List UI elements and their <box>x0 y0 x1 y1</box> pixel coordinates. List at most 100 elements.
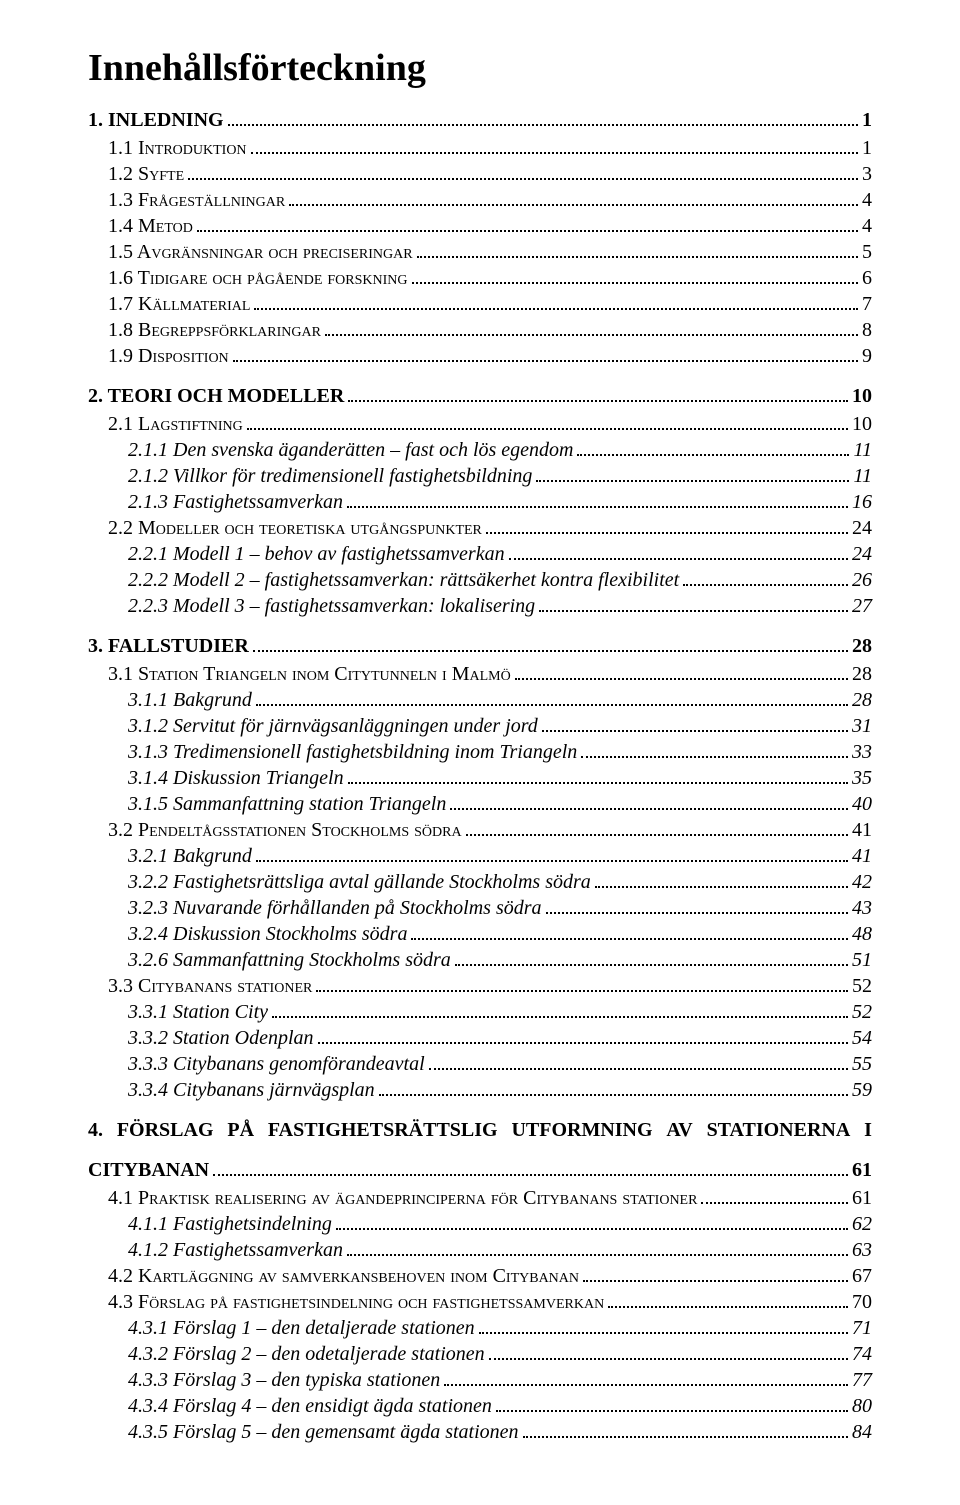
toc-leader <box>233 360 858 362</box>
toc-leader <box>542 730 848 732</box>
toc-entry-page: 59 <box>852 1077 872 1103</box>
toc-entry: 2.1.2 Villkor för tredimensionell fastig… <box>128 463 872 489</box>
toc-entry-page: 11 <box>853 437 872 463</box>
toc-entry-label: 3.3.1 Station City <box>128 999 268 1025</box>
toc-entry: 3.3.1 Station City52 <box>128 999 872 1025</box>
toc-entry: 3.1 Station Triangeln inom Citytunneln i… <box>108 661 872 687</box>
toc-entry-label: 2. TEORI OCH MODELLER <box>88 383 344 409</box>
toc-entry: 4.3.4 Förslag 4 – den ensidigt ägda stat… <box>128 1393 872 1419</box>
toc-entry-page: 11 <box>853 463 872 489</box>
toc-entry-label: 4.3.1 Förslag 1 – den detaljerade statio… <box>128 1315 475 1341</box>
toc-entry-page: 43 <box>852 895 872 921</box>
toc-entry-label: 3.3.2 Station Odenplan <box>128 1025 314 1051</box>
toc-entry-label: 1.8 Begreppsförklaringar <box>108 317 321 343</box>
toc-entry: 4.3 Förslag på fastighetsindelning och f… <box>108 1289 872 1315</box>
toc-entry-label: 2.2.3 Modell 3 – fastighetssamverkan: lo… <box>128 593 535 619</box>
toc-entry-page: 74 <box>852 1341 872 1367</box>
toc-entry-label: 2.2 Modeller och teoretiska utgångspunkt… <box>108 515 482 541</box>
toc-entry-label: 2.2.1 Modell 1 – behov av fastighetssamv… <box>128 541 505 567</box>
toc-entry-page: 7 <box>862 291 872 317</box>
toc-leader <box>701 1202 848 1204</box>
toc-entry-page: 42 <box>852 869 872 895</box>
toc-entry-label: 4.3.4 Förslag 4 – den ensidigt ägda stat… <box>128 1393 492 1419</box>
toc-entry-page: 10 <box>852 411 872 437</box>
toc-entry: 4.3.5 Förslag 5 – den gemensamt ägda sta… <box>128 1419 872 1445</box>
toc-leader <box>228 124 858 126</box>
toc-entry: 3.3.4 Citybanans järnvägsplan59 <box>128 1077 872 1103</box>
toc-leader <box>347 1254 848 1256</box>
toc-entry-page: 16 <box>852 489 872 515</box>
toc-entry: 2.2 Modeller och teoretiska utgångspunkt… <box>108 515 872 541</box>
toc-entry-label: 3.2.2 Fastighetsrättsliga avtal gällande… <box>128 869 591 895</box>
toc-leader <box>450 808 848 810</box>
toc-entry-label: 2.1.1 Den svenska äganderätten – fast oc… <box>128 437 573 463</box>
toc-leader <box>256 860 848 862</box>
toc-entry-page: 61 <box>852 1185 872 1211</box>
toc-leader <box>539 610 848 612</box>
toc-entry: 3.3.3 Citybanans genomförandeavtal55 <box>128 1051 872 1077</box>
toc-entry-page: 41 <box>852 843 872 869</box>
toc-entry-page: 28 <box>852 633 872 659</box>
toc-leader <box>444 1384 848 1386</box>
toc-entry-label: 3.1.5 Sammanfattning station Triangeln <box>128 791 446 817</box>
toc-entry-page: 52 <box>852 973 872 999</box>
toc-entry-page: 40 <box>852 791 872 817</box>
toc-entry-label: 1.1 Introduktion <box>108 135 247 161</box>
toc-entry: CITYBANAN61 <box>88 1157 872 1183</box>
toc-leader <box>347 506 848 508</box>
toc-leader <box>316 990 848 992</box>
toc-leader <box>536 480 849 482</box>
toc-leader <box>412 282 858 284</box>
toc-entry-label: 3.2.3 Nuvarande förhållanden på Stockhol… <box>128 895 542 921</box>
toc-entry-page: 71 <box>852 1315 872 1341</box>
toc-leader <box>583 1280 848 1282</box>
toc-entry: 4.1.2 Fastighetssamverkan63 <box>128 1237 872 1263</box>
toc-leader <box>429 1068 848 1070</box>
toc-leader <box>272 1016 848 1018</box>
toc-leader <box>197 230 858 232</box>
toc-leader <box>325 334 858 336</box>
page-title: Innehållsförteckning <box>88 44 872 93</box>
toc-entry-page: 67 <box>852 1263 872 1289</box>
toc-entry: 2.1.3 Fastighetssamverkan16 <box>128 489 872 515</box>
toc-entry-page: 51 <box>852 947 872 973</box>
toc-entry-label: 1.9 Disposition <box>108 343 229 369</box>
toc-entry: 1.9 Disposition9 <box>108 343 872 369</box>
toc-leader <box>253 650 848 652</box>
toc-entry: 3.2 Pendeltågsstationen Stockholms södra… <box>108 817 872 843</box>
toc-leader <box>213 1174 848 1176</box>
toc-entry: 1.8 Begreppsförklaringar 8 <box>108 317 872 343</box>
toc-entry-page: 70 <box>852 1289 872 1315</box>
toc-entry-label: 3.2.4 Diskussion Stockholms södra <box>128 921 407 947</box>
toc-entry-label: 3.1.3 Tredimensionell fastighetsbildning… <box>128 739 577 765</box>
toc-leader <box>479 1332 848 1334</box>
toc-entry-label: 4.1 Praktisk realisering av ägandeprinci… <box>108 1185 697 1211</box>
toc-entry: 3. FALLSTUDIER28 <box>88 633 872 659</box>
toc-entry: 1.1 Introduktion1 <box>108 135 872 161</box>
toc-entry-label: 3.2.1 Bakgrund <box>128 843 252 869</box>
toc-leader <box>247 428 848 430</box>
toc-entry: 4.3.2 Förslag 2 – den odetaljerade stati… <box>128 1341 872 1367</box>
toc-entry-page: 84 <box>852 1419 872 1445</box>
toc-entry-label: 3.3.3 Citybanans genomförandeavtal <box>128 1051 425 1077</box>
toc-entry-page: 26 <box>852 567 872 593</box>
toc-entry-label: 4.1.2 Fastighetssamverkan <box>128 1237 343 1263</box>
toc-leader <box>336 1228 848 1230</box>
toc-entry-page: 4 <box>862 187 872 213</box>
toc-leader <box>595 886 848 888</box>
table-of-contents: 1. INLEDNING11.1 Introduktion11.2 Syfte3… <box>88 107 872 1445</box>
toc-entry-label: 2.1 Lagstiftning <box>108 411 243 437</box>
toc-entry: 2.2.2 Modell 2 – fastighetssamverkan: rä… <box>128 567 872 593</box>
toc-leader <box>455 964 848 966</box>
toc-entry-label: 3.2 Pendeltågsstationen Stockholms södra <box>108 817 462 843</box>
toc-entry-label: 1. INLEDNING <box>88 107 224 133</box>
toc-entry: 2. TEORI OCH MODELLER10 <box>88 383 872 409</box>
toc-entry-page: 54 <box>852 1025 872 1051</box>
toc-entry-page: 8 <box>862 317 872 343</box>
toc-leader <box>489 1358 848 1360</box>
toc-entry-label: 4.3.2 Förslag 2 – den odetaljerade stati… <box>128 1341 485 1367</box>
toc-entry: 1.7 Källmaterial7 <box>108 291 872 317</box>
toc-entry: 3.1.4 Diskussion Triangeln35 <box>128 765 872 791</box>
toc-entry: 4.3.3 Förslag 3 – den typiska stationen7… <box>128 1367 872 1393</box>
toc-entry: 1. INLEDNING1 <box>88 107 872 133</box>
